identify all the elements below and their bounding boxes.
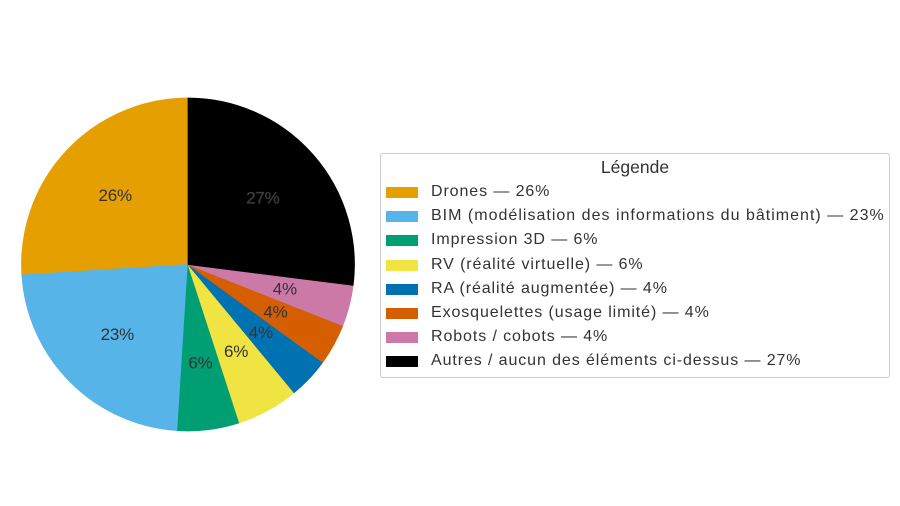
svg-text:4%: 4% <box>249 323 273 342</box>
svg-text:27%: 27% <box>246 188 280 207</box>
svg-text:26%: 26% <box>98 186 132 205</box>
svg-text:6%: 6% <box>224 342 248 361</box>
svg-text:4%: 4% <box>263 303 287 322</box>
svg-text:23%: 23% <box>101 325 135 344</box>
svg-text:6%: 6% <box>188 354 212 373</box>
svg-text:4%: 4% <box>273 279 297 298</box>
